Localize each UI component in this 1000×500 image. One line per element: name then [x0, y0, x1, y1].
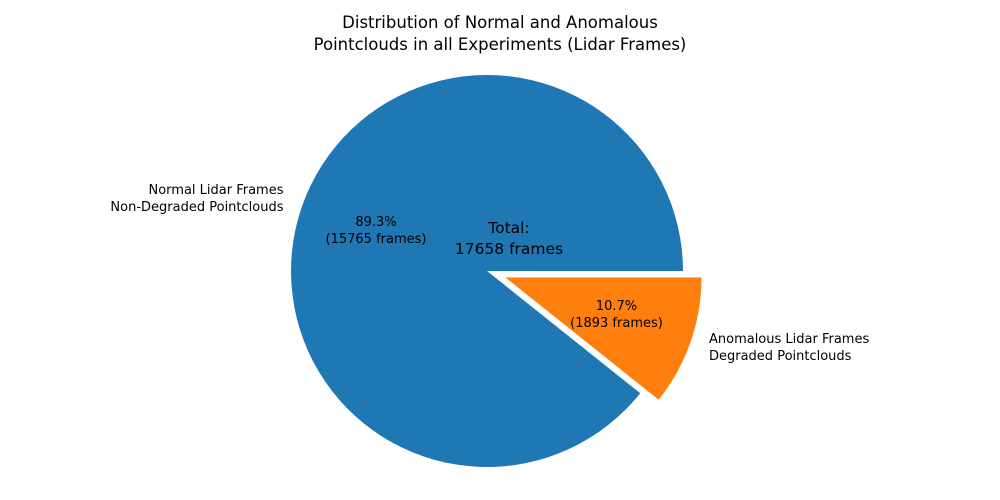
pie-slice-anomalous — [505, 277, 702, 400]
chart-title: Distribution of Normal and Anomalous Poi… — [313, 13, 687, 54]
total-annotation: Total: 17658 frames — [454, 219, 564, 258]
pct-label-anomalous: 10.7% (1893 frames) — [570, 299, 663, 332]
category-label-normal: Normal Lidar Frames Non-Degraded Pointcl… — [110, 182, 284, 215]
pie-slice-normal — [290, 74, 683, 467]
category-label-anomalous: Anomalous Lidar Frames Degraded Pointclo… — [708, 331, 870, 364]
pct-label-normal: 89.3% (15765 frames) — [325, 215, 427, 248]
